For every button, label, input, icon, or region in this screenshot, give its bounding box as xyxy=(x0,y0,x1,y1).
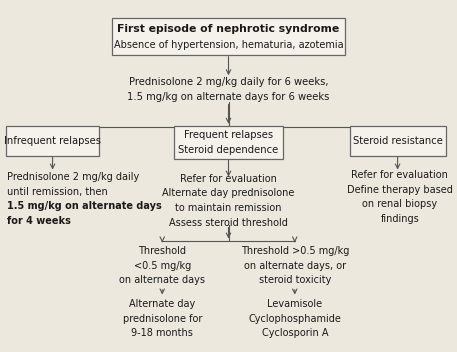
Text: Frequent relapses: Frequent relapses xyxy=(184,130,273,140)
Text: Refer for evaluation: Refer for evaluation xyxy=(351,170,448,180)
Text: Alternate day: Alternate day xyxy=(129,299,195,309)
Text: to maintain remission: to maintain remission xyxy=(175,203,282,213)
Text: Prednisolone 2 mg/kg daily: Prednisolone 2 mg/kg daily xyxy=(7,172,139,182)
Text: Cyclophosphamide: Cyclophosphamide xyxy=(248,314,341,323)
Text: First episode of nephrotic syndrome: First episode of nephrotic syndrome xyxy=(117,24,340,34)
Text: 1.5 mg/kg on alternate days: 1.5 mg/kg on alternate days xyxy=(7,201,162,211)
Text: for 4 weeks: for 4 weeks xyxy=(7,216,71,226)
Text: Levamisole: Levamisole xyxy=(267,299,322,309)
Text: Infrequent relapses: Infrequent relapses xyxy=(4,136,101,146)
FancyBboxPatch shape xyxy=(5,126,100,156)
Text: Absence of hypertension, hematuria, azotemia: Absence of hypertension, hematuria, azot… xyxy=(114,40,343,50)
Text: Threshold >0.5 mg/kg: Threshold >0.5 mg/kg xyxy=(240,246,349,256)
Text: Alternate day prednisolone: Alternate day prednisolone xyxy=(162,188,295,198)
Text: Steroid resistance: Steroid resistance xyxy=(353,136,442,146)
Text: Steroid dependence: Steroid dependence xyxy=(178,145,279,155)
FancyBboxPatch shape xyxy=(174,126,283,159)
Text: Define therapy based: Define therapy based xyxy=(347,185,453,195)
FancyBboxPatch shape xyxy=(112,18,345,55)
Text: until remission, then: until remission, then xyxy=(7,187,107,196)
Text: on alternate days: on alternate days xyxy=(119,275,205,285)
FancyBboxPatch shape xyxy=(350,126,446,156)
Text: <0.5 mg/kg: <0.5 mg/kg xyxy=(133,261,191,271)
Text: on renal biopsy: on renal biopsy xyxy=(362,200,437,209)
Text: 9-18 months: 9-18 months xyxy=(131,328,193,338)
Text: Cyclosporin A: Cyclosporin A xyxy=(261,328,328,338)
Text: 1.5 mg/kg on alternate days for 6 weeks: 1.5 mg/kg on alternate days for 6 weeks xyxy=(128,92,329,102)
Text: on alternate days, or: on alternate days, or xyxy=(244,261,346,271)
Text: Prednisolone 2 mg/kg daily for 6 weeks,: Prednisolone 2 mg/kg daily for 6 weeks, xyxy=(129,77,328,87)
Text: steroid toxicity: steroid toxicity xyxy=(259,275,331,285)
Text: Refer for evaluation: Refer for evaluation xyxy=(180,174,277,184)
Text: Threshold: Threshold xyxy=(138,246,186,256)
Text: Assess steroid threshold: Assess steroid threshold xyxy=(169,218,288,227)
Text: prednisolone for: prednisolone for xyxy=(122,314,202,323)
Text: findings: findings xyxy=(381,214,419,224)
